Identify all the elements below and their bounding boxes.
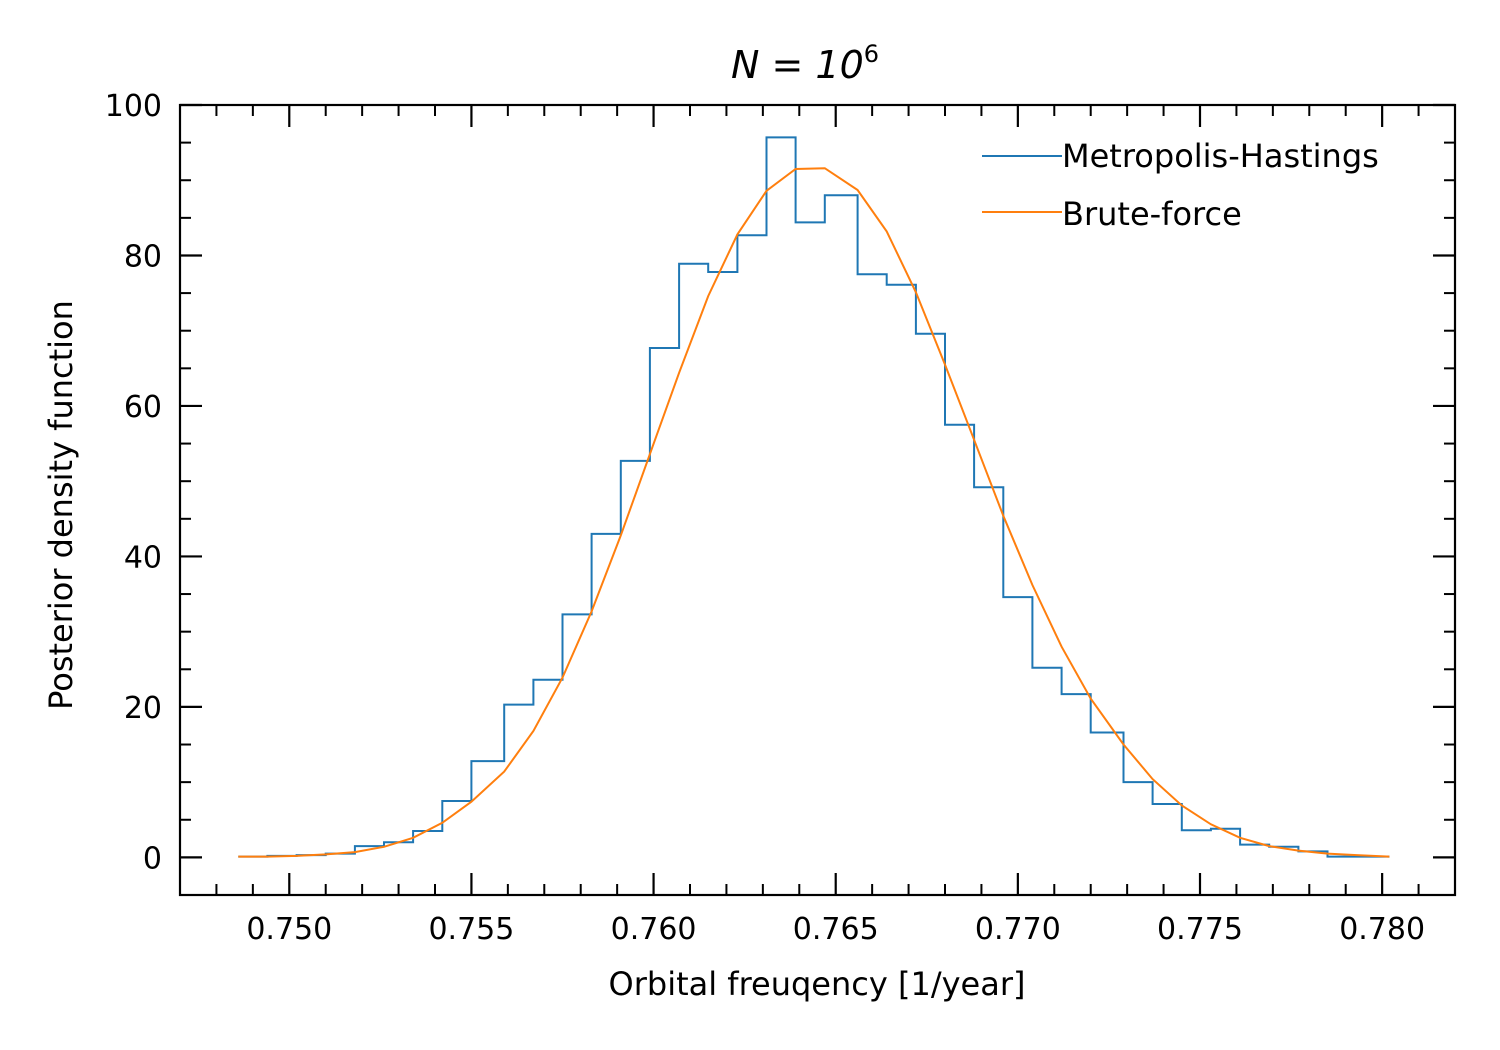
legend-label-metropolis-hastings: Metropolis-Hastings <box>1062 137 1379 175</box>
y-tick-label: 80 <box>124 239 162 274</box>
legend: Metropolis-Hastings Brute-force <box>982 137 1379 233</box>
x-tick-label: 0.775 <box>1157 912 1243 947</box>
y-axis-label: Posterior density function <box>42 300 80 710</box>
series-metropolis-hastings-histogram <box>238 136 1390 858</box>
chart-title-superscript: 6 <box>864 40 879 68</box>
axis-ticks: 0.750 0.755 0.760 0.765 0.770 0.775 0.780 0 20 40… <box>105 89 1456 947</box>
y-tick-label: 60 <box>124 390 162 425</box>
y-tick-label: 40 <box>124 540 162 575</box>
x-tick-label: 0.780 <box>1339 912 1425 947</box>
series-brute-force-line <box>238 167 1390 858</box>
plot-frame <box>178 103 1457 897</box>
y-tick-label: 100 <box>105 89 162 124</box>
chart-title: N = 106 <box>731 40 879 87</box>
x-tick-label: 0.765 <box>793 912 879 947</box>
y-tick-label: 20 <box>124 691 162 726</box>
x-tick-label: 0.770 <box>975 912 1061 947</box>
x-tick-label: 0.760 <box>611 912 697 947</box>
plot-area <box>238 136 1390 858</box>
y-tick-label: 0 <box>143 841 162 876</box>
x-tick-label: 0.755 <box>428 912 514 947</box>
x-axis-label: Orbital freuqency [1/year] <box>609 965 1026 1003</box>
x-tick-label: 0.750 <box>246 912 332 947</box>
legend-label-brute-force: Brute-force <box>1062 195 1242 233</box>
